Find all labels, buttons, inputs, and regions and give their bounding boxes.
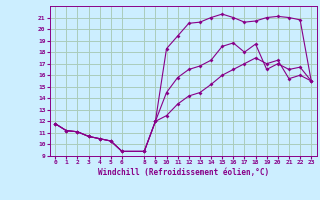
X-axis label: Windchill (Refroidissement éolien,°C): Windchill (Refroidissement éolien,°C) bbox=[98, 168, 269, 177]
